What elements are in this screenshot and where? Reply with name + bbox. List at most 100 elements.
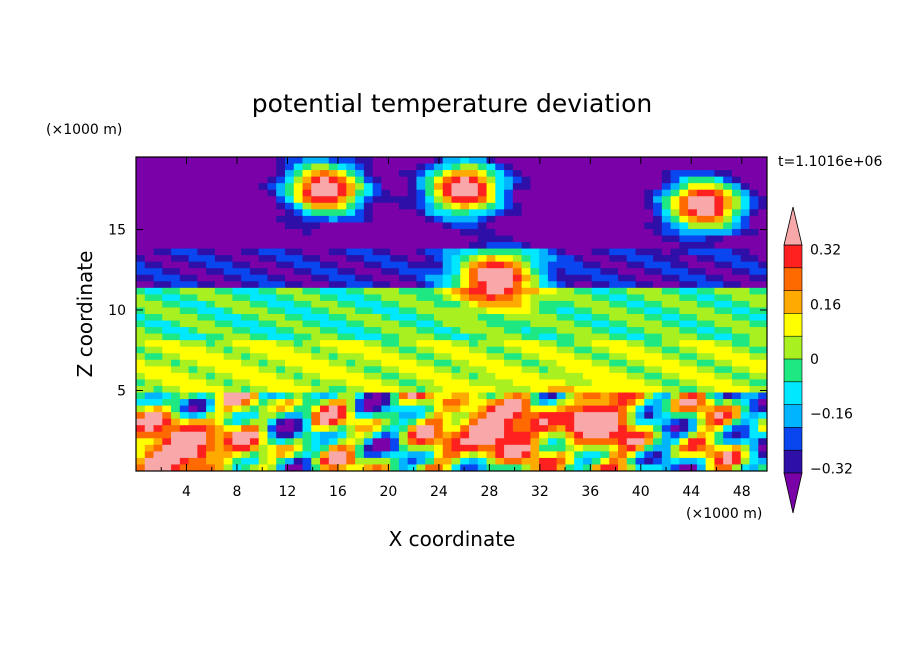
contour-cell xyxy=(530,189,540,197)
contour-cell xyxy=(284,287,295,295)
contour-cell xyxy=(390,189,400,197)
contour-cell xyxy=(556,457,567,466)
contour-cell xyxy=(197,314,207,322)
contour-cell xyxy=(714,255,724,263)
contour-cell xyxy=(547,215,558,224)
contour-cell xyxy=(249,366,260,374)
contour-cell xyxy=(144,183,155,191)
contour-cell xyxy=(232,438,242,446)
contour-cell xyxy=(355,333,365,341)
contour-cell xyxy=(609,405,619,413)
contour-cell xyxy=(705,320,716,328)
contour-cell xyxy=(574,202,584,210)
contour-cell xyxy=(188,431,198,439)
contour-cell xyxy=(381,248,391,256)
contour-cell xyxy=(337,418,347,426)
contour-cell xyxy=(565,157,575,165)
contour-cell xyxy=(626,176,637,184)
contour-cell xyxy=(618,228,628,237)
contour-cell xyxy=(276,176,286,184)
contour-cell xyxy=(267,372,277,381)
contour-cell xyxy=(521,399,531,407)
contour-cell xyxy=(390,222,400,230)
contour-cell xyxy=(442,183,453,191)
contour-cell xyxy=(679,418,689,426)
contour-cell xyxy=(302,425,312,433)
contour-cell xyxy=(398,431,409,439)
contour-cell xyxy=(539,366,549,374)
contour-cell xyxy=(311,222,321,230)
contour-cell xyxy=(539,340,549,348)
contour-cell xyxy=(372,372,382,381)
contour-cell xyxy=(688,183,698,191)
contour-cell xyxy=(582,405,593,413)
contour-cell xyxy=(258,359,269,367)
contour-cell xyxy=(547,418,558,426)
contour-cell xyxy=(241,464,251,471)
contour-cell xyxy=(504,281,514,289)
contour-cell xyxy=(171,235,181,243)
contour-cell xyxy=(293,320,304,328)
contour-cell xyxy=(355,176,365,184)
contour-cell xyxy=(390,242,400,250)
contour-cell xyxy=(293,444,304,452)
contour-cell xyxy=(670,392,680,400)
contour-cell xyxy=(433,340,444,348)
contour-cell xyxy=(337,307,347,315)
contour-cell xyxy=(171,464,181,471)
contour-cell xyxy=(381,294,391,302)
contour-cell xyxy=(197,431,207,439)
contour-cell xyxy=(144,281,155,289)
contour-cell xyxy=(153,444,163,452)
contour-cell xyxy=(609,340,619,348)
contour-cell xyxy=(688,359,698,367)
contour-cell xyxy=(591,346,602,354)
contour-cell xyxy=(258,189,269,197)
contour-cell xyxy=(486,235,496,243)
contour-cell xyxy=(363,379,374,387)
contour-cell xyxy=(249,300,260,309)
contour-cell xyxy=(136,327,146,335)
contour-cell xyxy=(512,215,523,224)
contour-cell xyxy=(547,228,558,237)
contour-cell xyxy=(372,346,382,354)
contour-cell xyxy=(451,242,461,250)
contour-cell xyxy=(591,327,602,335)
contour-cell xyxy=(451,320,461,328)
contour-cell xyxy=(591,405,602,413)
contour-cell xyxy=(302,392,312,400)
contour-cell xyxy=(696,438,707,446)
contour-cell xyxy=(758,320,767,328)
contour-cell xyxy=(723,248,733,256)
contour-cell xyxy=(442,176,453,184)
contour-cell xyxy=(556,255,567,263)
contour-cell xyxy=(696,431,707,439)
contour-cell xyxy=(171,215,181,224)
contour-cell xyxy=(284,157,295,165)
contour-cell xyxy=(320,327,330,335)
contour-cell xyxy=(696,228,707,237)
contour-cell xyxy=(311,438,321,446)
contour-cell xyxy=(328,215,339,224)
contour-cell xyxy=(547,333,558,341)
contour-cell xyxy=(477,294,488,302)
contour-cell xyxy=(521,405,531,413)
contour-cell xyxy=(556,183,567,191)
contour-cell xyxy=(363,385,374,394)
contour-cell xyxy=(381,281,391,289)
contour-cell xyxy=(530,307,540,315)
contour-cell xyxy=(714,215,724,224)
contour-cell xyxy=(311,418,321,426)
contour-cell xyxy=(258,451,269,459)
contour-cell xyxy=(390,333,400,341)
contour-cell xyxy=(267,183,277,191)
contour-cell xyxy=(381,359,391,367)
contour-cell xyxy=(512,268,523,276)
contour-cell xyxy=(241,320,251,328)
contour-cell xyxy=(258,307,269,315)
contour-cell xyxy=(460,327,470,335)
contour-cell xyxy=(670,385,680,394)
contour-cell xyxy=(346,425,356,433)
contour-cell xyxy=(547,431,558,439)
contour-cell xyxy=(346,228,356,237)
